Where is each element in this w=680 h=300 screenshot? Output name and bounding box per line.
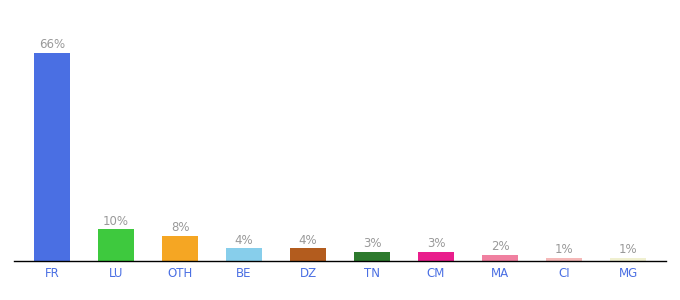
Bar [163,236,198,261]
Bar [611,258,645,261]
Text: 3%: 3% [427,237,445,250]
Bar [547,258,581,261]
Bar [482,255,517,261]
Bar [35,53,69,261]
Text: 2%: 2% [491,240,509,253]
Bar [99,230,133,261]
Bar [290,248,326,261]
Text: 3%: 3% [362,237,381,250]
Bar [418,251,454,261]
Text: 10%: 10% [103,215,129,228]
Text: 4%: 4% [235,234,254,247]
Text: 1%: 1% [555,243,573,256]
Bar [354,251,390,261]
Bar [226,248,262,261]
Text: 66%: 66% [39,38,65,51]
Text: 1%: 1% [619,243,637,256]
Text: 4%: 4% [299,234,318,247]
Text: 8%: 8% [171,221,189,234]
